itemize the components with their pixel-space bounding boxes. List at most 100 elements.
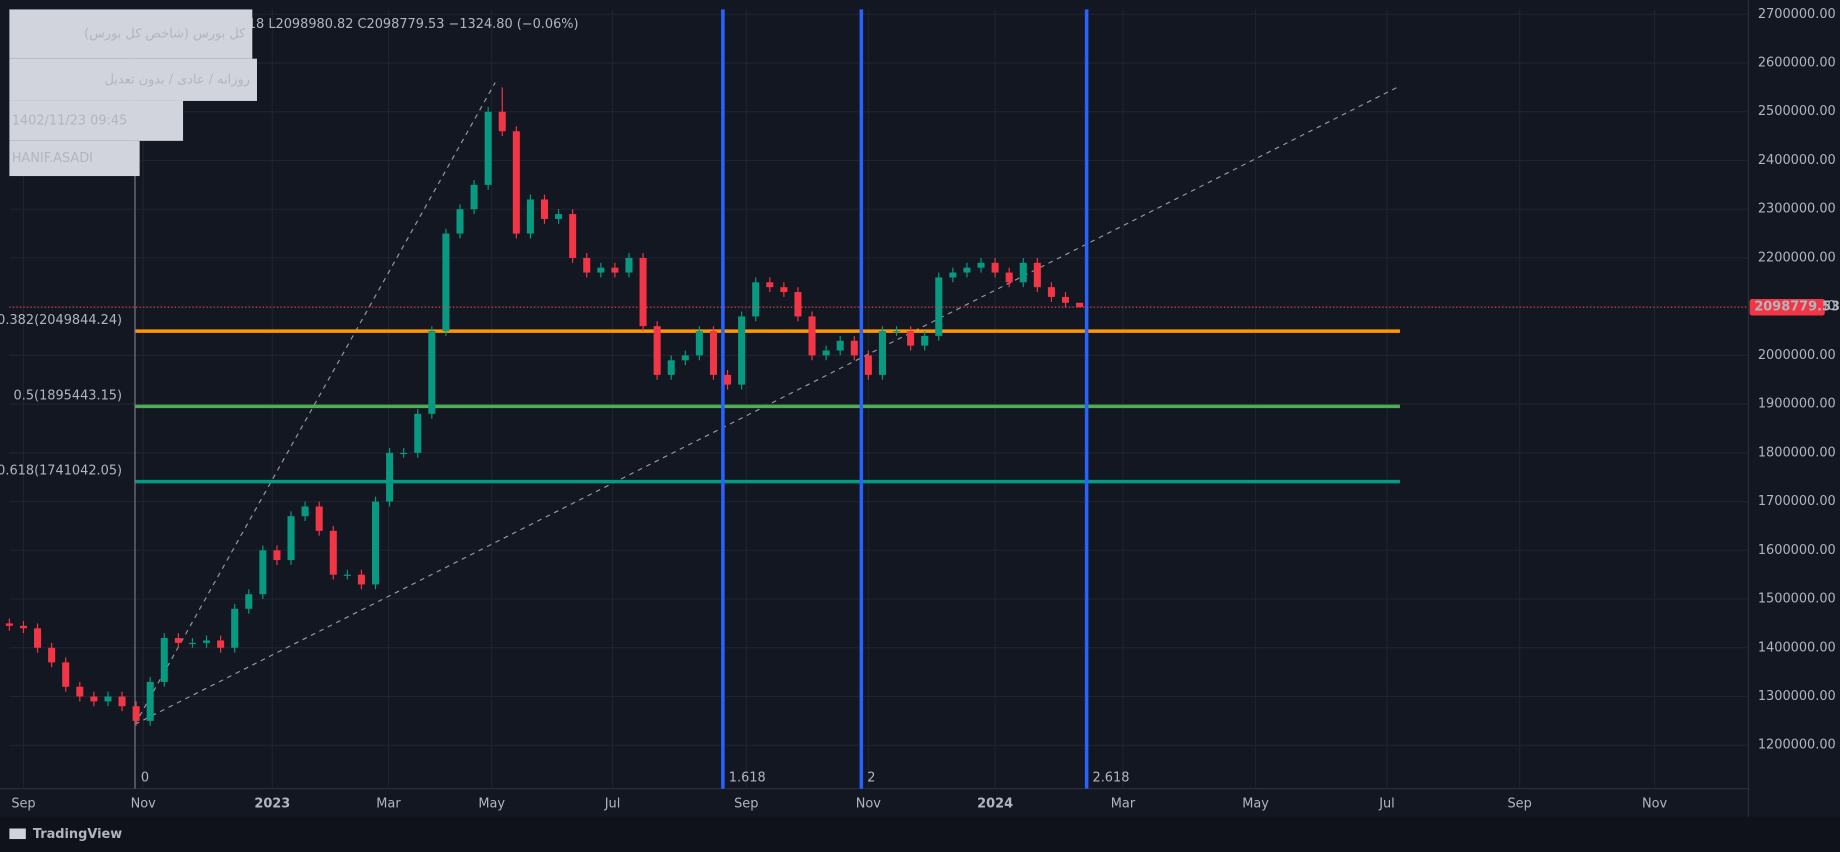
candle-body — [5, 623, 13, 626]
logo-icon — [9, 828, 26, 840]
candle-body — [414, 413, 422, 453]
y-tick-label: 1800000.00 — [1758, 445, 1836, 460]
last-price-label: 2098779.53 — [1754, 300, 1840, 315]
candle-body — [315, 506, 323, 531]
candle-body — [498, 111, 506, 132]
candle-body — [259, 550, 267, 595]
info-text: 1402/11/23 09:45 — [12, 113, 128, 128]
candle-body — [738, 316, 746, 385]
x-tick-label: 2023 — [254, 796, 290, 811]
x-tick-label: Jul — [1378, 796, 1395, 811]
footer-bar — [0, 816, 1840, 852]
candle-body — [569, 214, 577, 258]
candle-body — [808, 316, 816, 356]
fib-level-label: 0.5(1895443.15) — [14, 388, 122, 403]
candle-body — [1005, 272, 1013, 283]
candle-body — [386, 452, 394, 502]
candle-body — [357, 574, 365, 585]
time-zone-label: 1.618 — [729, 771, 766, 786]
info-text: روزانه / عادی / بدون تعدیل — [105, 72, 250, 87]
candle-body — [893, 331, 901, 333]
candle-body — [217, 640, 225, 648]
candle-body — [850, 340, 858, 356]
candle-body — [245, 594, 253, 609]
info-text: کل بورس (شاخص کل بورس) — [84, 27, 246, 42]
candle-body — [231, 608, 239, 648]
candle-body — [724, 374, 732, 385]
y-tick-label: 1400000.00 — [1758, 640, 1836, 655]
candle-body — [1047, 287, 1055, 297]
candle-body — [118, 696, 126, 707]
candle-body — [653, 326, 661, 375]
candle-body — [34, 628, 42, 648]
y-tick-label: 1900000.00 — [1758, 397, 1836, 412]
candle-body — [104, 696, 112, 702]
candle-body — [780, 287, 788, 293]
info-box — [9, 100, 184, 141]
x-tick-label: Nov — [131, 796, 157, 811]
candle-body — [752, 282, 760, 317]
candle-body — [555, 214, 563, 219]
candle-body — [174, 638, 182, 643]
x-tick-label: Nov — [856, 796, 882, 811]
y-tick-label: 2300000.00 — [1758, 202, 1836, 217]
y-tick-label: 2600000.00 — [1758, 56, 1836, 71]
candle-body — [977, 262, 985, 268]
x-tick-label: 2024 — [977, 796, 1013, 811]
info-box — [9, 9, 253, 59]
time-zone-label: 0 — [141, 771, 149, 786]
candle-body — [667, 360, 675, 375]
time-zone-label: 2 — [867, 771, 875, 786]
x-tick-label: May — [478, 796, 505, 811]
candle-body — [625, 257, 633, 273]
candle-body — [709, 331, 717, 375]
candle-body — [62, 662, 70, 687]
y-tick-label: 1200000.00 — [1758, 738, 1836, 753]
y-tick-label: 1300000.00 — [1758, 689, 1836, 704]
candle-body — [878, 331, 886, 375]
time-zone-label: 2.618 — [1092, 771, 1129, 786]
candle-body — [48, 647, 56, 663]
y-tick-label: 1700000.00 — [1758, 494, 1836, 509]
x-tick-label: Mar — [1111, 796, 1136, 811]
info-box — [9, 58, 257, 101]
y-tick-label: 2400000.00 — [1758, 153, 1836, 168]
candle-body — [836, 340, 844, 351]
footer-brand: TradingView — [33, 827, 122, 842]
candle-body — [639, 257, 647, 327]
candle-body — [907, 331, 915, 346]
candle-body — [90, 696, 98, 702]
candle-body — [132, 706, 140, 721]
y-tick-label: 1600000.00 — [1758, 543, 1836, 558]
x-tick-label: Sep — [11, 796, 35, 811]
candle-body — [442, 233, 450, 332]
last-price-box — [1749, 299, 1825, 316]
fib-level-label: 0.618(1741042.05) — [0, 464, 122, 479]
info-box — [9, 140, 140, 177]
candle-body — [329, 530, 337, 575]
candle-body — [794, 292, 802, 317]
candle-body — [484, 111, 492, 185]
candle-body — [1061, 296, 1070, 303]
y-tick-label: 1500000.00 — [1758, 592, 1836, 607]
y-tick-label: 2000000.00 — [1758, 348, 1836, 363]
candle-body — [512, 131, 520, 234]
x-tick-label: Mar — [376, 796, 401, 811]
candle-body — [400, 452, 408, 455]
candle-body — [864, 355, 872, 375]
info-text: HANIF.ASADI — [12, 151, 93, 166]
candle-body — [76, 686, 84, 697]
candle-body — [301, 506, 309, 517]
candle-body — [949, 272, 957, 278]
x-tick-label: May — [1242, 796, 1269, 811]
candle-body — [611, 267, 619, 273]
candle-body — [203, 640, 211, 643]
candle-body — [597, 267, 605, 273]
candle-body — [935, 277, 943, 336]
candle-body — [963, 267, 971, 273]
candle-body — [160, 638, 168, 682]
y-tick-label: 2700000.00 — [1758, 7, 1836, 22]
